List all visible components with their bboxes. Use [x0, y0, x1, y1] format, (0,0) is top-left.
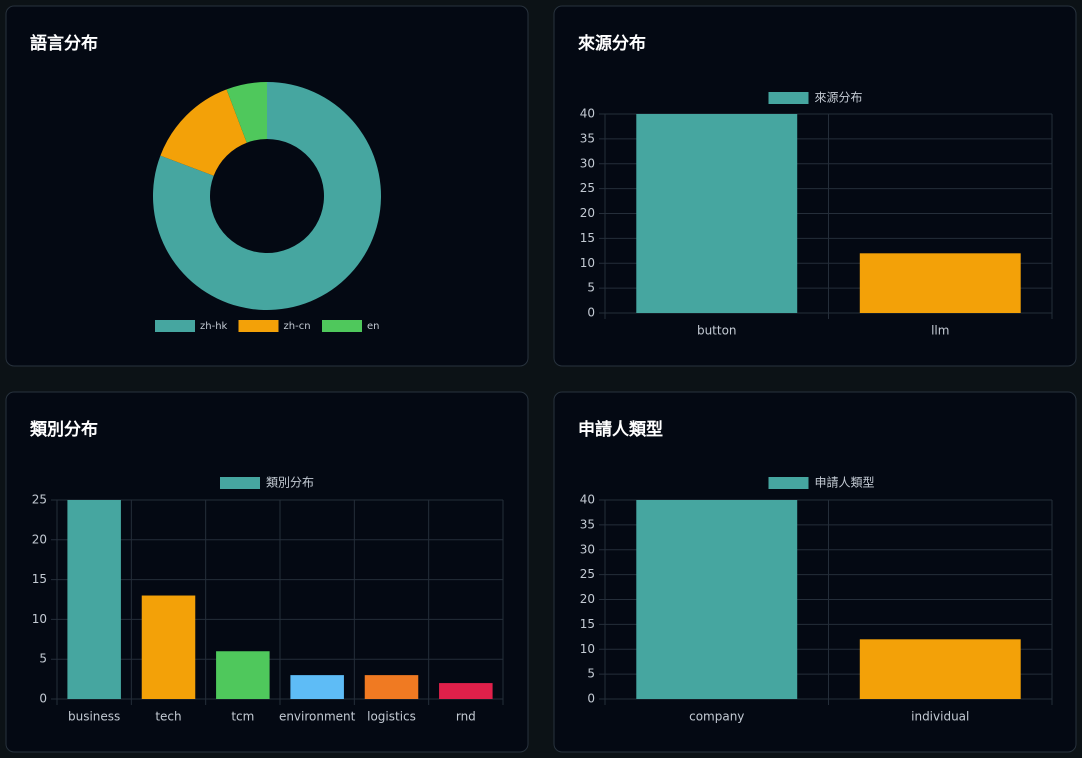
- legend-swatch: [155, 320, 195, 332]
- y-tick-label: 40: [580, 107, 595, 121]
- legend-label: 申請人類型: [815, 476, 875, 490]
- bar: [636, 114, 798, 313]
- y-tick-label: 15: [580, 617, 595, 631]
- slice: [226, 82, 267, 143]
- y-tick-label: 25: [580, 567, 595, 581]
- y-tick-label: 30: [580, 542, 595, 556]
- y-tick-label: 5: [587, 281, 595, 295]
- bar: [636, 500, 798, 699]
- y-tick-label: 10: [580, 256, 595, 270]
- y-tick-label: 10: [32, 612, 47, 626]
- y-tick-label: 25: [580, 181, 595, 195]
- y-tick-label: 5: [587, 667, 595, 681]
- bar: [216, 651, 270, 699]
- panel: [5, 5, 529, 367]
- panel-title: 語言分布: [30, 33, 98, 54]
- x-tick-label: environment: [279, 710, 356, 724]
- y-tick-label: 15: [580, 231, 595, 245]
- legend-swatch: [238, 320, 279, 332]
- legend-swatch: [768, 477, 809, 489]
- x-tick-label: individual: [911, 710, 969, 724]
- y-tick-label: 0: [39, 692, 47, 706]
- y-tick-label: 20: [580, 592, 595, 606]
- legend-label: en: [367, 321, 380, 332]
- legend-swatch: [322, 320, 362, 332]
- x-tick-label: tech: [155, 710, 181, 724]
- x-tick-label: button: [697, 324, 737, 338]
- x-tick-label: logistics: [367, 710, 416, 724]
- y-tick-label: 5: [39, 652, 47, 666]
- y-tick-label: 20: [32, 532, 47, 546]
- y-tick-label: 25: [32, 493, 47, 507]
- x-tick-label: tcm: [231, 710, 254, 724]
- y-tick-label: 35: [580, 131, 595, 145]
- panel: [5, 391, 529, 753]
- slice: [160, 89, 247, 176]
- y-tick-label: 0: [587, 692, 595, 706]
- x-tick-label: rnd: [456, 710, 476, 724]
- bar: [859, 253, 1021, 313]
- y-tick-label: 30: [580, 156, 595, 170]
- y-tick-label: 15: [32, 572, 47, 586]
- legend-label: 類別分布: [266, 476, 314, 490]
- bar: [439, 683, 493, 699]
- x-tick-label: company: [689, 710, 744, 724]
- y-tick-label: 35: [580, 517, 595, 531]
- legend-swatch: [768, 92, 809, 104]
- bar: [141, 595, 196, 699]
- panel-title: 申請人類型: [578, 419, 663, 440]
- legend-swatch: [220, 477, 260, 489]
- bar: [290, 675, 344, 699]
- bar: [67, 500, 121, 699]
- y-tick-label: 40: [580, 493, 595, 507]
- bar: [364, 675, 419, 699]
- slice: [153, 82, 381, 310]
- y-tick-label: 10: [580, 642, 595, 656]
- legend-label: 來源分布: [815, 91, 863, 105]
- x-tick-label: llm: [931, 324, 949, 338]
- y-tick-label: 20: [580, 206, 595, 220]
- y-tick-label: 0: [587, 306, 595, 320]
- panel-title: 來源分布: [578, 33, 646, 54]
- panel-title: 類別分布: [29, 419, 98, 440]
- x-tick-label: business: [68, 710, 120, 724]
- legend-label: zh-cn: [284, 321, 311, 332]
- bar: [859, 639, 1021, 699]
- legend-label: zh-hk: [200, 321, 228, 332]
